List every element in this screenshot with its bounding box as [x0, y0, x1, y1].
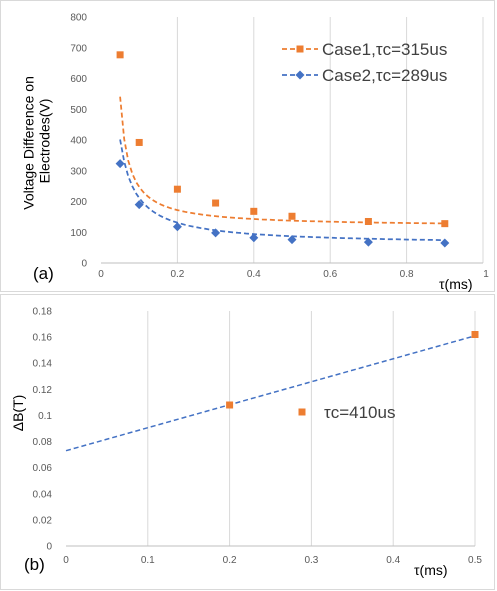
chart-b-series: [65, 331, 479, 452]
chart-a-x-axis-title: τ(ms): [439, 276, 473, 292]
series-1-point: [116, 51, 124, 59]
chart-b-y-ticks: 0 0.02 0.04 0.06 0.08 0.1 0.12 0.14 0.16 0.18: [33, 307, 53, 553]
chart-panel-b: 0 0.02 0.04 0.06 0.08 0.1 0.12 0.14 0.16 0.18 0 0.…: [0, 294, 495, 590]
x-tick-label: 0: [98, 269, 104, 280]
y-tick-label: 0.16: [33, 333, 53, 344]
y-tick-label: 0.14: [33, 359, 53, 370]
y-tick-label: 800: [70, 13, 87, 24]
series-1-point: [212, 199, 220, 207]
legend-label: Case1,τc=315us: [322, 40, 447, 59]
x-tick-label: 0.4: [386, 555, 400, 566]
y-tick-label: 400: [70, 136, 87, 147]
chart-b-y-axis-title: ΔB(T): [10, 395, 26, 432]
x-tick-label: 0.3: [304, 555, 318, 566]
series-1-point: [173, 185, 181, 193]
chart-a-y-axis-title: Voltage Difference on Electrodes(V): [21, 72, 53, 210]
x-tick-label: 0.1: [141, 555, 155, 566]
y-tick-label: 500: [70, 105, 87, 116]
series-2-point: [211, 228, 221, 238]
chart-b-gridlines: [147, 311, 476, 546]
chart-b-svg: 0 0.02 0.04 0.06 0.08 0.1 0.12 0.14 0.16 0.18 0 0.…: [10, 307, 482, 579]
x-tick-label: 0.5: [468, 555, 482, 566]
chart-a-svg: 0 100 200 300 400 500 600 700 800 0 0.2 0.4 0.6 0.8 1…: [21, 13, 490, 293]
y-tick-label: 0.04: [33, 489, 53, 500]
legend-marker: [298, 408, 306, 416]
legend-label: Case2,τc=289us: [322, 66, 447, 85]
series-2-point: [440, 238, 450, 248]
chart-b-x-ticks: 0 0.1 0.2 0.3 0.4 0.5: [63, 555, 482, 566]
chart-a-y-axis-title-line2: Electrodes(V): [37, 99, 53, 184]
x-tick-label: 0.8: [400, 269, 414, 280]
series-2-point: [287, 235, 297, 245]
series-2-point: [249, 233, 259, 243]
y-tick-label: 0.12: [33, 385, 53, 396]
series-2-trendline: [119, 139, 445, 241]
chart-a-y-ticks: 0 100 200 300 400 500 600 700 800: [70, 13, 87, 270]
y-tick-label: 200: [70, 197, 87, 208]
x-tick-label: 0: [63, 555, 69, 566]
chart-a-legend: Case1,τc=315us Case2,τc=289us: [282, 40, 447, 85]
y-tick-label: 600: [70, 74, 87, 85]
chart-a-y-axis-title-line1: Voltage Difference on: [21, 76, 37, 210]
y-tick-label: 0.08: [33, 437, 53, 448]
series-1-point: [441, 220, 449, 228]
chart-a-panel-label: (a): [33, 264, 54, 283]
series-1-point: [364, 217, 372, 225]
chart-a-series: [115, 51, 450, 248]
y-tick-label: 0.06: [33, 463, 53, 474]
series-2-point: [172, 222, 182, 232]
x-tick-label: 0.2: [170, 269, 184, 280]
chart-b-x-axis-title: τ(ms): [414, 562, 448, 578]
series-2-point: [134, 200, 144, 210]
chart-b-panel-label: (b): [24, 555, 45, 574]
x-tick-label: 0.6: [323, 269, 337, 280]
series-1-point: [471, 331, 479, 338]
y-tick-label: 0.1: [38, 411, 52, 422]
legend-label: τc=410us: [324, 403, 395, 422]
y-tick-label: 0.02: [33, 515, 53, 526]
series-1-trendline: [119, 96, 445, 225]
series-1-point: [135, 138, 143, 146]
legend-marker: [295, 70, 305, 80]
x-tick-label: 1: [483, 269, 489, 280]
y-tick-label: 100: [70, 228, 87, 239]
trendline: [65, 335, 476, 452]
series-1-point: [226, 401, 234, 409]
x-tick-label: 0.2: [223, 555, 237, 566]
y-tick-label: 0: [81, 259, 87, 270]
y-tick-label: 0: [46, 542, 52, 553]
series-2-point: [363, 237, 373, 247]
legend-marker: [296, 45, 304, 53]
chart-panel-a: 0 100 200 300 400 500 600 700 800 0 0.2 0.4 0.6 0.8 1…: [0, 0, 495, 292]
series-1-point: [288, 212, 296, 220]
y-tick-label: 0.18: [33, 307, 53, 318]
series-2-point: [115, 159, 125, 169]
chart-b-legend: τc=410us: [298, 403, 395, 422]
x-tick-label: 0.4: [247, 269, 261, 280]
y-tick-label: 300: [70, 166, 87, 177]
chart-a-x-ticks: 0 0.2 0.4 0.6 0.8 1: [98, 269, 489, 280]
y-tick-label: 700: [70, 43, 87, 54]
series-1-point: [250, 207, 258, 215]
